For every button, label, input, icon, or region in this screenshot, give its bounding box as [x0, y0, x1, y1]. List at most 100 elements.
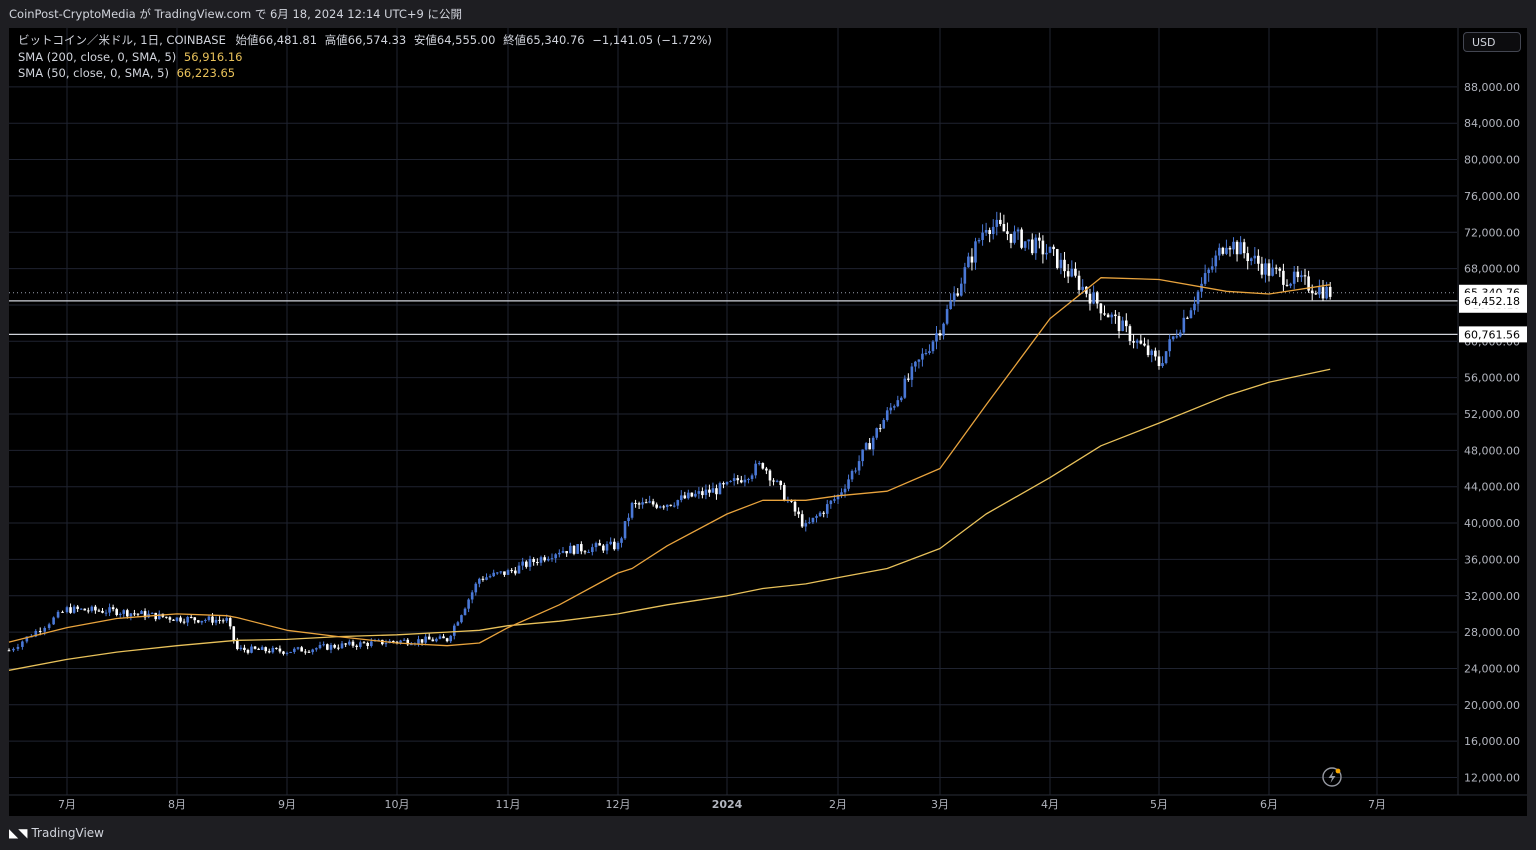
candle-down	[143, 611, 147, 618]
candle-up	[12, 648, 15, 651]
y-tick-label: 68,000.00	[1464, 263, 1520, 276]
candle-down	[514, 570, 517, 574]
candle-down	[1246, 253, 1250, 262]
candle-up	[1193, 303, 1196, 311]
candle-up	[757, 463, 761, 465]
candle-down	[1221, 247, 1225, 254]
candle-down	[94, 606, 97, 611]
y-tick-label: 80,000.00	[1464, 154, 1520, 167]
candle-up	[1164, 351, 1168, 364]
candle-down	[420, 639, 424, 643]
candle-down	[1267, 263, 1271, 276]
candle-down	[669, 504, 673, 506]
candle-up	[157, 613, 161, 620]
candle-up	[1092, 292, 1095, 304]
candle-down	[115, 609, 118, 615]
candle-up	[942, 323, 945, 336]
candle-up	[118, 613, 122, 615]
candle-down	[536, 562, 539, 564]
candle-up	[79, 608, 83, 610]
candle-up	[207, 616, 211, 620]
candle-down	[1143, 343, 1146, 346]
candle-up	[452, 625, 456, 636]
publish-info: CoinPost-CryptoMedia が TradingView.com で…	[9, 7, 463, 21]
candle-up	[952, 293, 956, 302]
candle-down	[133, 613, 136, 615]
candle-down	[1114, 314, 1117, 317]
candle-up	[271, 647, 275, 653]
candle-up	[840, 492, 843, 496]
candle-down	[740, 480, 743, 483]
x-tick-label: 7月	[58, 798, 76, 811]
candle-down	[182, 621, 186, 623]
candle-down	[822, 512, 825, 514]
x-tick-label: 8月	[168, 798, 186, 811]
tradingview-logo-icon[interactable]: ◣◥	[9, 826, 28, 840]
candle-down	[772, 480, 775, 482]
candle-down	[907, 378, 910, 380]
candle-down	[275, 647, 278, 649]
sma200-label[interactable]: SMA (200, close, 0, SMA, 5)	[18, 49, 177, 64]
currency-button[interactable]: USD	[1463, 32, 1521, 52]
candle-down	[278, 648, 282, 652]
candle-up	[470, 592, 474, 600]
candle-up	[935, 333, 938, 342]
brand-name[interactable]: TradingView	[31, 826, 104, 840]
candle-down	[257, 648, 260, 650]
candle-up	[485, 577, 488, 580]
price-label-box	[1459, 292, 1527, 309]
candle-up	[914, 361, 917, 367]
candle-up	[959, 283, 963, 296]
candle-up	[318, 645, 322, 649]
candle-up	[1013, 231, 1016, 243]
candle-up	[871, 437, 875, 450]
x-tick-label: 10月	[385, 798, 410, 811]
candle-down	[307, 651, 311, 653]
candle-up	[679, 495, 683, 501]
open-label: 始値	[235, 33, 259, 47]
candle-down	[351, 641, 355, 646]
candle-down	[1321, 287, 1325, 299]
symbol-label[interactable]: ビットコイン／米ドル, 1日, COINBASE	[18, 33, 226, 47]
candle-up	[896, 400, 900, 407]
candle-down	[172, 619, 175, 621]
candle-up	[285, 652, 289, 654]
x-tick-label: 5月	[1150, 798, 1168, 811]
candle-down	[300, 647, 303, 652]
candle-down	[1099, 303, 1103, 314]
candle-down	[878, 428, 882, 430]
candle-up	[676, 500, 680, 506]
candle-down	[111, 607, 115, 610]
candle-up	[499, 571, 503, 573]
candle-up	[697, 491, 701, 494]
candle-up	[903, 378, 907, 398]
candle-down	[193, 617, 197, 621]
candle-down	[999, 219, 1002, 225]
candle-down	[326, 644, 329, 650]
candle-down	[355, 645, 358, 647]
candle-up	[861, 449, 864, 462]
candle-down	[598, 543, 601, 546]
candle-down	[362, 642, 366, 644]
candle-up	[296, 647, 300, 649]
candle-up	[815, 516, 818, 518]
candle-up	[1110, 314, 1114, 318]
candle-up	[528, 558, 532, 567]
open-value: 66,481.81	[258, 33, 318, 47]
candle-up	[1034, 237, 1038, 254]
candle-down	[168, 617, 172, 620]
x-tick-label: 7月	[1368, 798, 1386, 811]
candle-up	[732, 478, 736, 481]
candle-down	[1260, 263, 1264, 275]
y-tick-label: 88,000.00	[1464, 81, 1520, 94]
price-axis: 12,000.00 16,000.00 20,000.00 24,000.00 28,0…	[1457, 28, 1527, 795]
candle-up	[225, 618, 228, 621]
sma50-label[interactable]: SMA (50, close, 0, SMA, 5)	[18, 66, 169, 80]
candle-up	[90, 606, 94, 611]
candle-down	[1310, 290, 1314, 294]
candle-up	[1225, 247, 1228, 254]
price-label-box	[1459, 326, 1527, 343]
candle-up	[517, 565, 521, 574]
lightning-icon[interactable]	[1322, 767, 1342, 787]
